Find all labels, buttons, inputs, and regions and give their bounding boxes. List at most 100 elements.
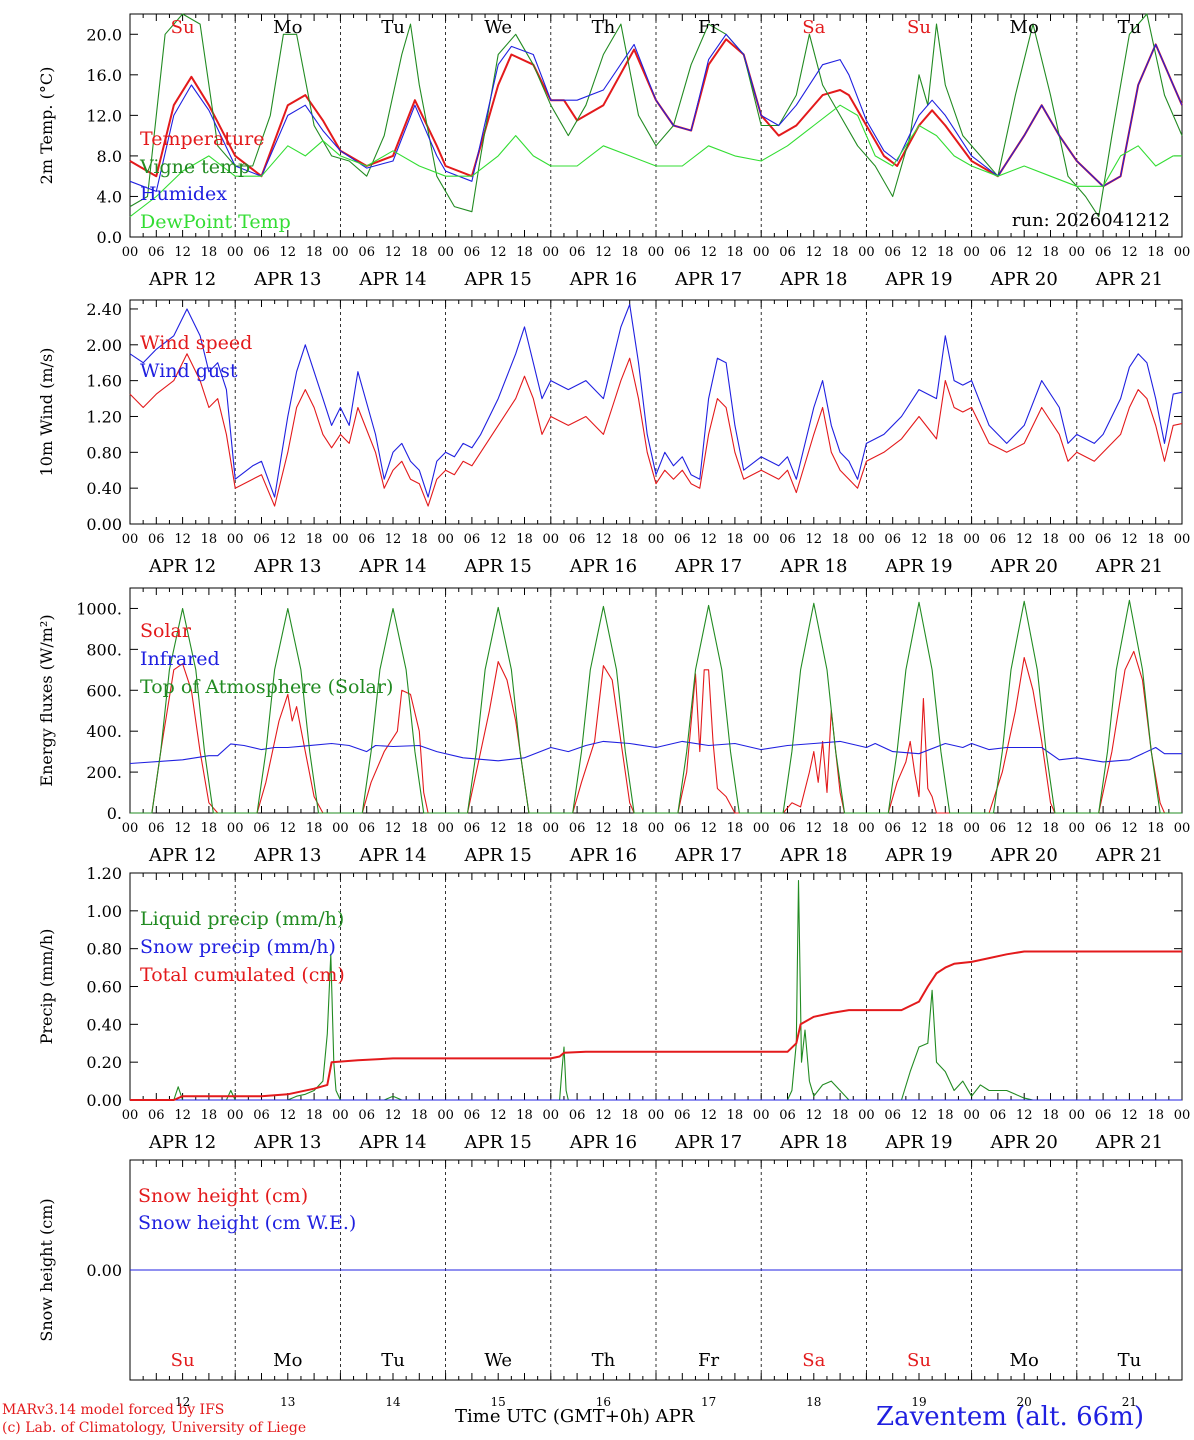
x-hour-label: 18 xyxy=(516,821,533,836)
x-hour-label: 12 xyxy=(595,245,612,260)
x-hour-label: 06 xyxy=(674,245,691,260)
x-hour-label: 12 xyxy=(280,821,297,836)
x-date-label: APR 19 xyxy=(884,1132,952,1153)
x-hour-label: 18 xyxy=(516,245,533,260)
x-hour-label: 00 xyxy=(963,821,980,836)
y-axis-title: 10m Wind (m/s) xyxy=(37,348,56,477)
x-hour-label: 00 xyxy=(963,245,980,260)
x-date-label: APR 19 xyxy=(884,556,952,577)
x-hour-label: 12 xyxy=(700,245,717,260)
y-tick-label: 1.60 xyxy=(86,372,122,391)
x-date-label: APR 12 xyxy=(148,269,216,290)
x-hour-label: 12 xyxy=(911,821,928,836)
x-hour-label: 12 xyxy=(700,821,717,836)
x-hour-label: 18 xyxy=(201,245,218,260)
x-hour-label: 12 xyxy=(385,532,402,547)
x-hour-label: 00 xyxy=(858,532,875,547)
x-hour-label: 06 xyxy=(569,1108,586,1123)
x-date-label: APR 13 xyxy=(253,269,321,290)
x-hour-label: 06 xyxy=(884,532,901,547)
weekday-label-top: Su xyxy=(171,17,195,38)
x-hour-label: 00 xyxy=(648,821,665,836)
legend-entry: Vigne temp xyxy=(139,156,250,178)
weekday-label-top: Sa xyxy=(802,17,825,38)
y-tick-label: 0.00 xyxy=(86,1091,122,1110)
legend-entry: Snow precip (mm/h) xyxy=(140,936,336,958)
plot-frame xyxy=(129,587,1183,814)
y-tick-label: 2.40 xyxy=(86,300,122,319)
x-hour-label: 06 xyxy=(358,821,375,836)
x-hour-label: 06 xyxy=(358,1108,375,1123)
x-hour-label: 06 xyxy=(779,821,796,836)
x-date-label: APR 13 xyxy=(253,845,321,866)
x-date-label: APR 18 xyxy=(779,556,847,577)
panel-wind: 0.00 0.40 0.80 1.20 1.60 2.00 2.40 10m Wind (m/… xyxy=(37,299,1191,577)
x-date-label: APR 12 xyxy=(148,1132,216,1153)
x-hour-label: 12 xyxy=(1121,532,1138,547)
x-hour-label: 06 xyxy=(569,245,586,260)
x-hour-label: 06 xyxy=(569,821,586,836)
x-hour-label: 18 xyxy=(201,821,218,836)
plot-frame xyxy=(129,299,1183,525)
x-hour-label: 00 xyxy=(1069,245,1086,260)
footer-lab-credit: (c) Lab. of Climatology, University of L… xyxy=(2,1420,307,1436)
x-hour-label: 18 xyxy=(306,532,323,547)
y-tick-label: 600. xyxy=(86,681,122,700)
y-tick-label: 200. xyxy=(86,763,122,782)
x-date-label: APR 20 xyxy=(990,1132,1058,1153)
x-hour-label: 18 xyxy=(727,1108,744,1123)
x-date-label: APR 18 xyxy=(779,1132,847,1153)
x-hour-label: 06 xyxy=(1095,532,1112,547)
x-hour-label: 00 xyxy=(858,1108,875,1123)
x-hour-label: 06 xyxy=(464,532,481,547)
x-hour-label: 12 xyxy=(700,532,717,547)
x-hour-label: 00 xyxy=(1069,1108,1086,1123)
x-hour-label: 00 xyxy=(437,245,454,260)
x-hour-label: 12 xyxy=(280,245,297,260)
legend-entry: Wind gust xyxy=(140,360,238,382)
x-hour-label: 06 xyxy=(779,1108,796,1123)
y-tick-label: 2.00 xyxy=(86,336,122,355)
x-hour-label: 06 xyxy=(884,821,901,836)
x-hour-label: 12 xyxy=(1121,821,1138,836)
x-hour-label: 00 xyxy=(858,821,875,836)
y-tick-label: 4.0 xyxy=(97,187,122,206)
x-hour-label: 12 xyxy=(806,821,823,836)
y-tick-label: 0. xyxy=(107,804,122,823)
x-hour-label: 06 xyxy=(358,245,375,260)
x-hour-label: 12 xyxy=(1016,821,1033,836)
series-line xyxy=(129,13,1183,218)
x-hour-label: 12 xyxy=(1016,532,1033,547)
x-hour-label: 18 xyxy=(1042,245,1059,260)
x-hour-label: 18 xyxy=(1147,821,1164,836)
x-hour-label: 18 xyxy=(832,532,849,547)
legend-entry: Total cumulated (cm) xyxy=(140,964,345,986)
x-hour-label: 18 xyxy=(937,532,954,547)
x-hour-label: 00 xyxy=(227,245,244,260)
weekday-label-top: Tu xyxy=(381,17,405,38)
x-hour-label: 06 xyxy=(569,532,586,547)
weekday-label-top: We xyxy=(484,17,512,38)
weekday-label-bottom: Mo xyxy=(1010,1350,1039,1371)
x-hour-label: 18 xyxy=(306,245,323,260)
y-tick-label: 16.0 xyxy=(86,66,122,85)
x-hour-label: 12 xyxy=(385,245,402,260)
y-axis-title: 2m Temp. (°C) xyxy=(37,67,56,185)
y-tick-label: 0.20 xyxy=(86,1053,122,1072)
x-hour-label: 00 xyxy=(1174,532,1191,547)
x-hour-label: 18 xyxy=(411,1108,428,1123)
x-hour-label: 12 xyxy=(1016,1108,1033,1123)
x-hour-label: 18 xyxy=(1147,245,1164,260)
x-hour-label: 12 xyxy=(1016,245,1033,260)
x-hour-label: 00 xyxy=(227,1108,244,1123)
x-hour-label: 00 xyxy=(648,532,665,547)
x-hour-label: 18 xyxy=(1147,1108,1164,1123)
x-hour-label: 00 xyxy=(122,532,139,547)
run-label: run: 2026041212 xyxy=(1012,210,1170,231)
y-tick-label: 0.40 xyxy=(86,479,122,498)
x-axis-label: Time UTC (GMT+0h) APR xyxy=(455,1406,695,1427)
y-tick-label: 1000. xyxy=(76,599,122,618)
legend-entry: Solar xyxy=(140,620,192,642)
x-day-number: 12 xyxy=(175,1395,190,1409)
y-tick-label: 0.80 xyxy=(86,940,122,959)
